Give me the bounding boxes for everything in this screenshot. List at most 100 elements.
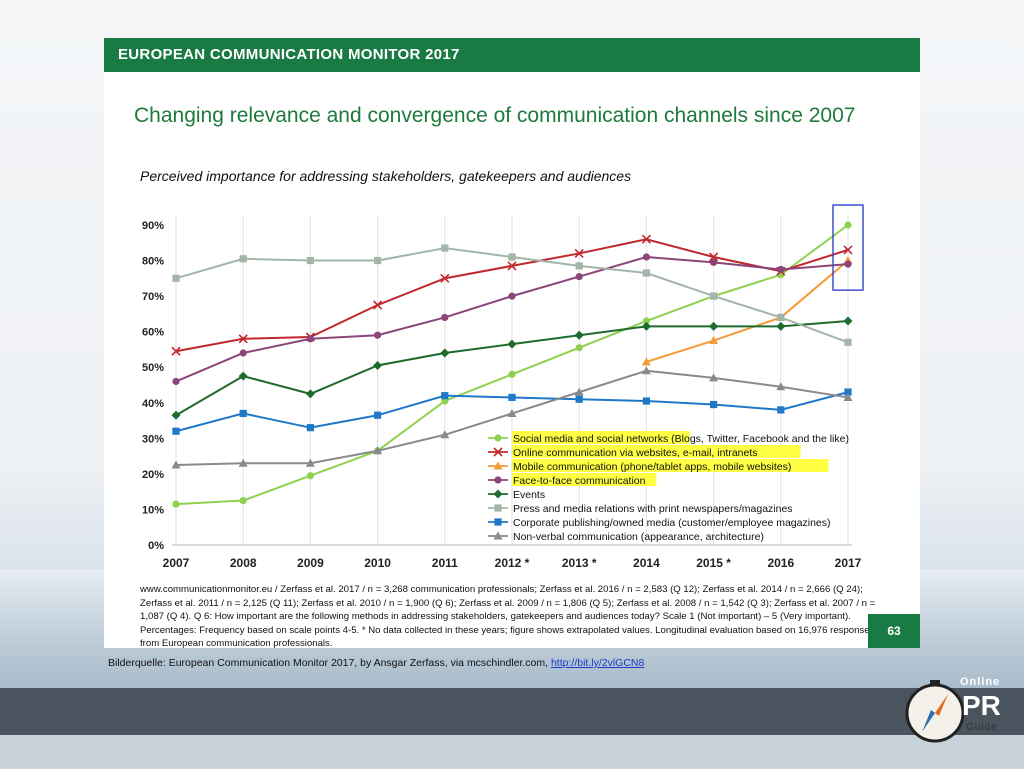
data-point <box>641 234 651 244</box>
legend-label: Online communication via websites, e-mai… <box>513 447 758 459</box>
legend-marker <box>494 476 502 484</box>
y-tick-label: 60% <box>142 327 164 339</box>
data-point <box>507 339 517 349</box>
data-point <box>239 496 247 505</box>
data-point <box>844 221 852 229</box>
x-tick-label: 2009 <box>297 556 324 570</box>
data-point <box>641 366 651 375</box>
x-tick-label: 2014 <box>633 556 660 570</box>
slide-title: Changing relevance and convergence of co… <box>134 104 856 127</box>
y-tick-label: 40% <box>142 398 164 410</box>
y-tick-label: 30% <box>142 433 164 445</box>
data-point <box>642 397 650 405</box>
slide-header: EUROPEAN COMMUNICATION MONITOR 2017 <box>104 38 920 72</box>
data-point <box>575 272 583 281</box>
legend-label: Mobile communication (phone/tablet apps,… <box>513 461 791 473</box>
data-point <box>440 348 450 358</box>
legend-label: Face-to-face communication <box>513 475 646 487</box>
data-point <box>441 313 449 322</box>
legend-marker <box>493 531 503 540</box>
data-point <box>305 389 315 399</box>
image-caption: Bilderquelle: European Communication Mon… <box>108 657 644 669</box>
legend-label: Events <box>513 489 545 501</box>
data-point <box>641 321 651 331</box>
data-point <box>374 256 382 265</box>
y-tick-label: 0% <box>148 540 164 552</box>
data-point <box>171 346 181 356</box>
data-point <box>710 258 718 266</box>
line-chart: 0% 10% 20% 30% 40% 50% 60% 70% 80% 90% 2007 2008 200… <box>142 204 864 570</box>
legend-marker <box>493 461 503 470</box>
data-point <box>306 256 314 265</box>
logo-text-pr: PR <box>962 690 1001 721</box>
legend-highlight <box>512 459 829 472</box>
data-point <box>844 388 852 396</box>
data-point <box>710 400 718 409</box>
data-point <box>306 472 314 480</box>
data-point <box>374 331 382 339</box>
data-point <box>843 316 853 326</box>
data-point <box>843 392 853 401</box>
data-point <box>508 393 516 402</box>
y-tick-label: 50% <box>142 362 164 374</box>
data-point <box>238 371 248 381</box>
x-tick-label: 2011 <box>432 556 458 570</box>
data-point <box>239 409 247 418</box>
x-tick-label: 2007 <box>163 556 190 570</box>
data-point <box>440 273 450 283</box>
footer-lower <box>0 735 1024 769</box>
data-point <box>172 274 180 282</box>
legend-marker <box>493 489 503 499</box>
caption-text: Bilderquelle: European Communication Mon… <box>108 657 549 669</box>
y-tick-label: 10% <box>142 504 164 516</box>
logo-text-guide: Guide <box>966 722 998 733</box>
data-point <box>441 244 449 252</box>
online-pr-guide-logo[interactable] <box>900 672 1018 752</box>
data-point <box>171 410 181 420</box>
legend-marker <box>494 504 502 512</box>
data-point <box>641 357 651 366</box>
data-point <box>373 360 383 370</box>
data-point <box>440 430 450 439</box>
data-point <box>507 261 517 271</box>
data-point <box>238 458 248 467</box>
data-point <box>441 392 449 400</box>
x-tick-label: 2010 <box>364 556 391 570</box>
data-point <box>374 411 382 419</box>
data-point <box>373 446 383 455</box>
chart-footnote: www.communicationmonitor.eu / Zerfass et… <box>140 584 876 649</box>
highlight-box <box>832 204 864 291</box>
data-point <box>575 395 583 403</box>
legend-highlight <box>512 431 690 444</box>
y-tick-label: 80% <box>142 256 164 268</box>
data-point <box>709 252 719 262</box>
data-point <box>238 334 248 344</box>
page-number: 63 <box>868 614 920 648</box>
x-tick-label: 2008 <box>230 556 257 570</box>
y-tick-label: 20% <box>142 469 164 481</box>
data-point <box>306 335 314 343</box>
data-point <box>642 269 650 277</box>
data-point <box>508 253 516 261</box>
data-point <box>172 427 180 435</box>
data-point <box>710 292 718 300</box>
data-point <box>373 300 383 310</box>
data-point <box>575 262 583 270</box>
data-point <box>844 338 852 346</box>
legend-marker <box>493 447 503 457</box>
data-point <box>844 260 852 268</box>
data-point <box>777 406 785 414</box>
caption-link[interactable]: http://bit.ly/2vlGCN8 <box>550 657 645 669</box>
footer-band <box>0 688 1024 735</box>
data-point <box>574 248 584 259</box>
x-tick-label: 2017 <box>835 556 862 570</box>
data-point <box>776 382 786 391</box>
data-point <box>709 336 719 345</box>
data-point <box>777 313 785 322</box>
slide: EUROPEAN COMMUNICATION MONITOR 2017 Chan… <box>104 38 920 649</box>
legend-label: Corporate publishing/owned media (custom… <box>513 517 831 529</box>
data-point <box>239 255 247 263</box>
legend-highlight <box>512 445 801 458</box>
data-point <box>642 253 651 261</box>
legend-label: Non-verbal communication (appearance, ar… <box>513 531 764 543</box>
